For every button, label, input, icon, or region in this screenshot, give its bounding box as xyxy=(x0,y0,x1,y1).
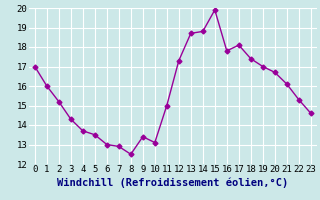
X-axis label: Windchill (Refroidissement éolien,°C): Windchill (Refroidissement éolien,°C) xyxy=(57,177,288,188)
